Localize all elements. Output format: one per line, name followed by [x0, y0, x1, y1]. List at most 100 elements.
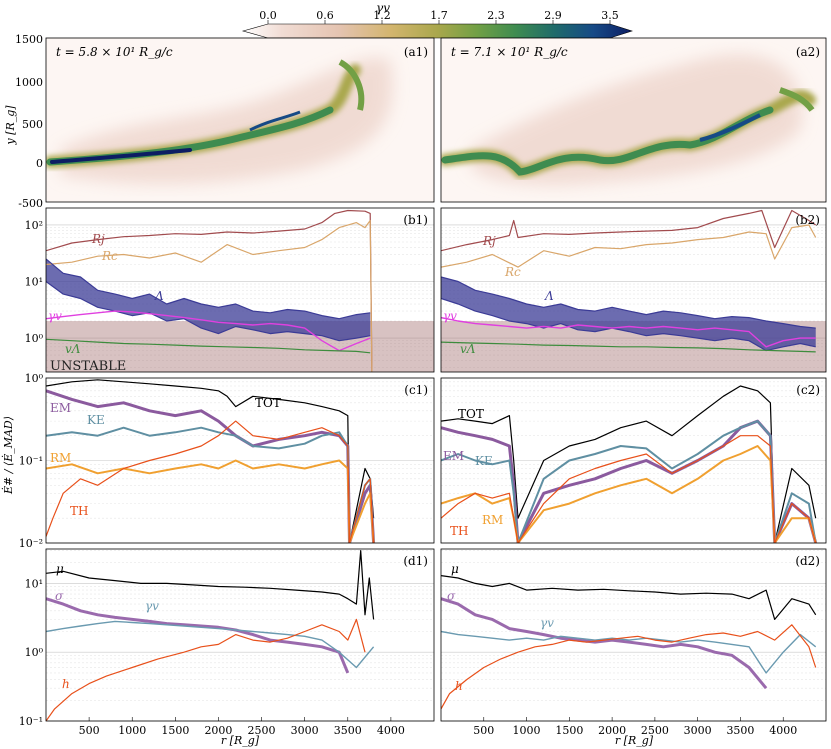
xtick-label: 1500 — [555, 724, 583, 737]
annotation-TH: TH — [450, 524, 468, 538]
ytick-label: 10¹ — [25, 276, 43, 289]
ytick-label: 10⁰ — [25, 372, 44, 385]
series-gv — [46, 620, 375, 669]
series-TH — [441, 435, 817, 543]
annotation-sigma: σ — [447, 589, 456, 603]
panel-c1-series — [46, 379, 376, 543]
series-Lambda_lo — [441, 297, 816, 352]
annotation-TOT: TOT — [458, 407, 484, 421]
panel-d1-series — [46, 550, 375, 721]
annotation-KE: KE — [475, 454, 493, 468]
x-axes: r [R_g] r [R_g] — [221, 734, 654, 747]
time-label-left: t = 5.8 × 10¹ R_g/c — [56, 45, 173, 59]
xtick-label: 3000 — [291, 724, 319, 737]
colorbar-tick-label: 1.7 — [430, 9, 448, 22]
panel-b1: (b1) 10² 10¹ 10⁰ — [25, 207, 435, 373]
panel-frame — [440, 377, 827, 544]
xtick-label: 500 — [473, 724, 494, 737]
series-h — [441, 624, 817, 710]
panel-label: (b1) — [403, 213, 428, 227]
annotation-EM: EM — [443, 449, 464, 463]
series-h — [46, 618, 366, 721]
a-ytick-500: 500 — [22, 118, 43, 131]
annotation-gv_b: γv — [48, 309, 62, 323]
a-yaxis: y [R_g] 1500 1000 500 0 -500 — [4, 33, 43, 210]
series-Lambda_hi — [441, 276, 816, 329]
series-gv — [441, 316, 816, 348]
series-Lambda_lo — [46, 281, 371, 342]
annotation-RM: RM — [50, 451, 71, 465]
time-label-right: t = 7.1 × 10¹ R_g/c — [451, 45, 568, 59]
panel-label: (c1) — [404, 383, 428, 397]
panel-label-a2: (a2) — [796, 45, 820, 59]
annotation-sigma: σ — [55, 589, 64, 603]
panel-c1: (c1) 10⁰ 10⁻¹ 10⁻² — [19, 372, 435, 550]
xtick-label: 3000 — [684, 724, 712, 737]
ytick-label: 10¹ — [25, 577, 43, 590]
annotation-vLambda: vΛ — [65, 342, 81, 356]
ytick-label: 10⁰ — [25, 646, 44, 659]
panel-d1-bg — [46, 549, 434, 721]
panel-frame — [440, 207, 827, 373]
a-ytick-neg500: -500 — [18, 197, 43, 210]
xtick-label: 2500 — [641, 724, 669, 737]
annotation-h: h — [455, 679, 463, 693]
xlabel-left: r [R_g] — [221, 734, 260, 747]
colorbar-ticks: 0.0 0.6 1.2 1.7 2.3 2.9 3.5 — [259, 9, 619, 24]
panel-a2: t = 7.1 × 10¹ R_g/c (a2) — [440, 37, 827, 203]
xtick-label: 500 — [79, 724, 100, 737]
series-Lambda_hi — [46, 258, 371, 320]
annotation-Rc: Rc — [504, 265, 521, 279]
series-KE — [46, 426, 375, 543]
ytick-label: 10⁻¹ — [19, 455, 43, 468]
annotation-Rc: Rc — [101, 249, 118, 263]
panel-d2-bg — [441, 549, 826, 721]
a-ytick-1500: 1500 — [15, 33, 43, 46]
annotation-mu: μ — [56, 562, 64, 576]
series-sigma — [46, 597, 350, 674]
annotation-gv_d: γv — [540, 616, 554, 630]
series-Rj — [46, 209, 373, 372]
annotation-mu: μ — [451, 562, 459, 576]
a-ytick-0: 0 — [36, 157, 43, 170]
xtick-label: 3500 — [334, 724, 362, 737]
panel-frame — [45, 377, 435, 544]
colorbar-tick-label: 1.2 — [373, 9, 391, 22]
annotation-h: h — [62, 677, 70, 691]
panel-b2-series — [441, 209, 826, 372]
annotation-gv_d: γv — [145, 599, 159, 613]
series-gv — [46, 310, 371, 352]
series-Rc — [441, 224, 817, 268]
series-vLambda — [441, 341, 816, 353]
annotation-EM: EM — [50, 401, 71, 415]
colorbar-label: γv — [376, 1, 390, 15]
colorbar-tick-label: 0.6 — [316, 9, 334, 22]
xtick-label: 2500 — [248, 724, 276, 737]
ytick-label: 10⁰ — [25, 332, 44, 345]
panel-label: (b2) — [795, 213, 820, 227]
series-TH — [46, 420, 375, 543]
panel-c2: (c2) — [440, 377, 827, 544]
xtick-label: 4000 — [377, 724, 405, 737]
a-ylabel: y [R_g] — [4, 105, 17, 146]
annotation-gv_b: γv — [443, 309, 457, 323]
series-mu — [46, 550, 375, 620]
colorbar: γv 0.0 0.6 1.2 1.7 2.3 2.9 3.5 — [241, 1, 633, 39]
series-gv — [441, 630, 817, 674]
panel-frame — [45, 548, 435, 722]
xtick-label: 1000 — [513, 724, 541, 737]
colorbar-tick-label: 2.9 — [544, 9, 562, 22]
lambda-band — [441, 277, 816, 351]
xtick-label: 2000 — [204, 724, 232, 737]
ytick-label: 10⁻² — [19, 537, 43, 550]
panel-frame — [440, 548, 827, 722]
series-sigma — [441, 597, 768, 690]
c-ylabel: Ė# / ⟨Ė_MAD⟩ — [1, 416, 15, 495]
series-mu — [441, 575, 817, 620]
panel-d2: (d2) 500 1000 1500 2000 2500 3000 3500 4000 — [440, 548, 827, 737]
jet-map-a2 — [441, 54, 816, 186]
series-Rc — [46, 219, 373, 372]
xtick-label: 2000 — [598, 724, 626, 737]
panel-b2: (b2) — [440, 207, 827, 373]
